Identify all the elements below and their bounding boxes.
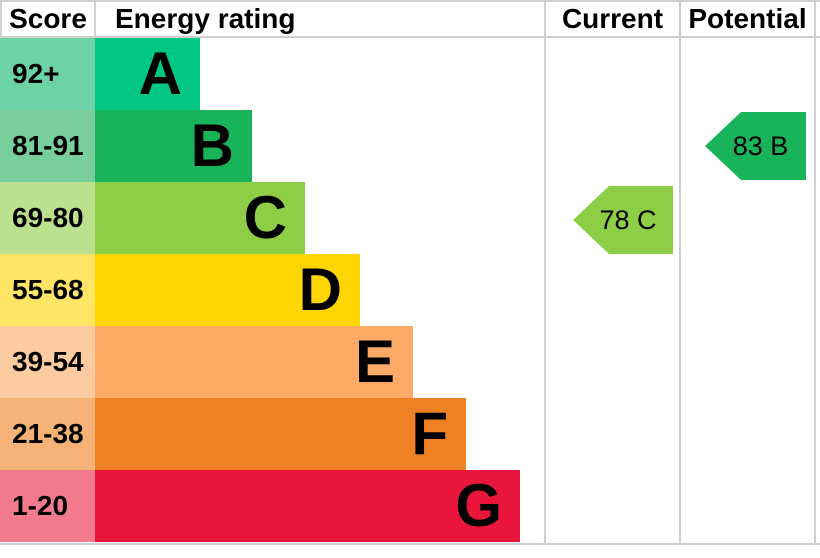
- score-cell-g: 1-20: [0, 470, 95, 542]
- score-cell-f: 21-38: [0, 398, 95, 470]
- band-bar-f: F: [95, 398, 466, 470]
- band-letter-b: B: [190, 112, 234, 179]
- band-bar-d: D: [95, 254, 360, 326]
- score-cell-a: 92+: [0, 38, 95, 110]
- band-letter-e: E: [354, 328, 395, 395]
- chart-top-border: [0, 0, 820, 2]
- header-score: Score: [9, 3, 87, 34]
- band-letter-f: F: [411, 400, 448, 467]
- score-cell-e: 39-54: [0, 326, 95, 398]
- score-column-divider: [94, 0, 96, 38]
- chart-bottom-border: [0, 543, 820, 545]
- score-cell-d: 55-68: [0, 254, 95, 326]
- potential-column-divider: [679, 0, 681, 545]
- score-cell-b: 81-91: [0, 110, 95, 182]
- header-left-border: [0, 0, 2, 38]
- band-bar-e: E: [95, 326, 413, 398]
- band-row-g: 1-20 G: [0, 470, 545, 542]
- band-row-a: 92+ A: [0, 38, 545, 110]
- band-row-b: 81-91 B: [0, 110, 545, 182]
- band-letter-g: G: [455, 472, 502, 539]
- current-rating-label: 78 C: [599, 205, 657, 235]
- band-bar-a: A: [95, 38, 200, 110]
- band-bar-b: B: [95, 110, 252, 182]
- band-rows: 92+ A 81-91 B 69-80 C 55-68 D 39-54 E 21…: [0, 38, 545, 542]
- band-letter-a: A: [138, 40, 182, 107]
- header-current: Current: [561, 3, 664, 34]
- band-letter-c: C: [243, 184, 287, 251]
- band-bar-g: G: [95, 470, 520, 542]
- header-potential: Potential: [688, 3, 807, 34]
- chart-right-border: [814, 0, 816, 545]
- band-row-c: 69-80 C: [0, 182, 545, 254]
- band-letter-d: D: [298, 256, 342, 323]
- band-row-f: 21-38 F: [0, 398, 545, 470]
- header-underline: [0, 36, 820, 38]
- band-row-e: 39-54 E: [0, 326, 545, 398]
- band-bar-c: C: [95, 182, 305, 254]
- score-cell-c: 69-80: [0, 182, 95, 254]
- band-row-d: 55-68 D: [0, 254, 545, 326]
- potential-rating-arrow: 83 B: [705, 112, 806, 180]
- header-energy-rating: Energy rating: [115, 3, 296, 34]
- current-column-divider: [544, 0, 546, 545]
- current-rating-arrow: 78 C: [573, 186, 673, 254]
- potential-rating-label: 83 B: [732, 131, 789, 161]
